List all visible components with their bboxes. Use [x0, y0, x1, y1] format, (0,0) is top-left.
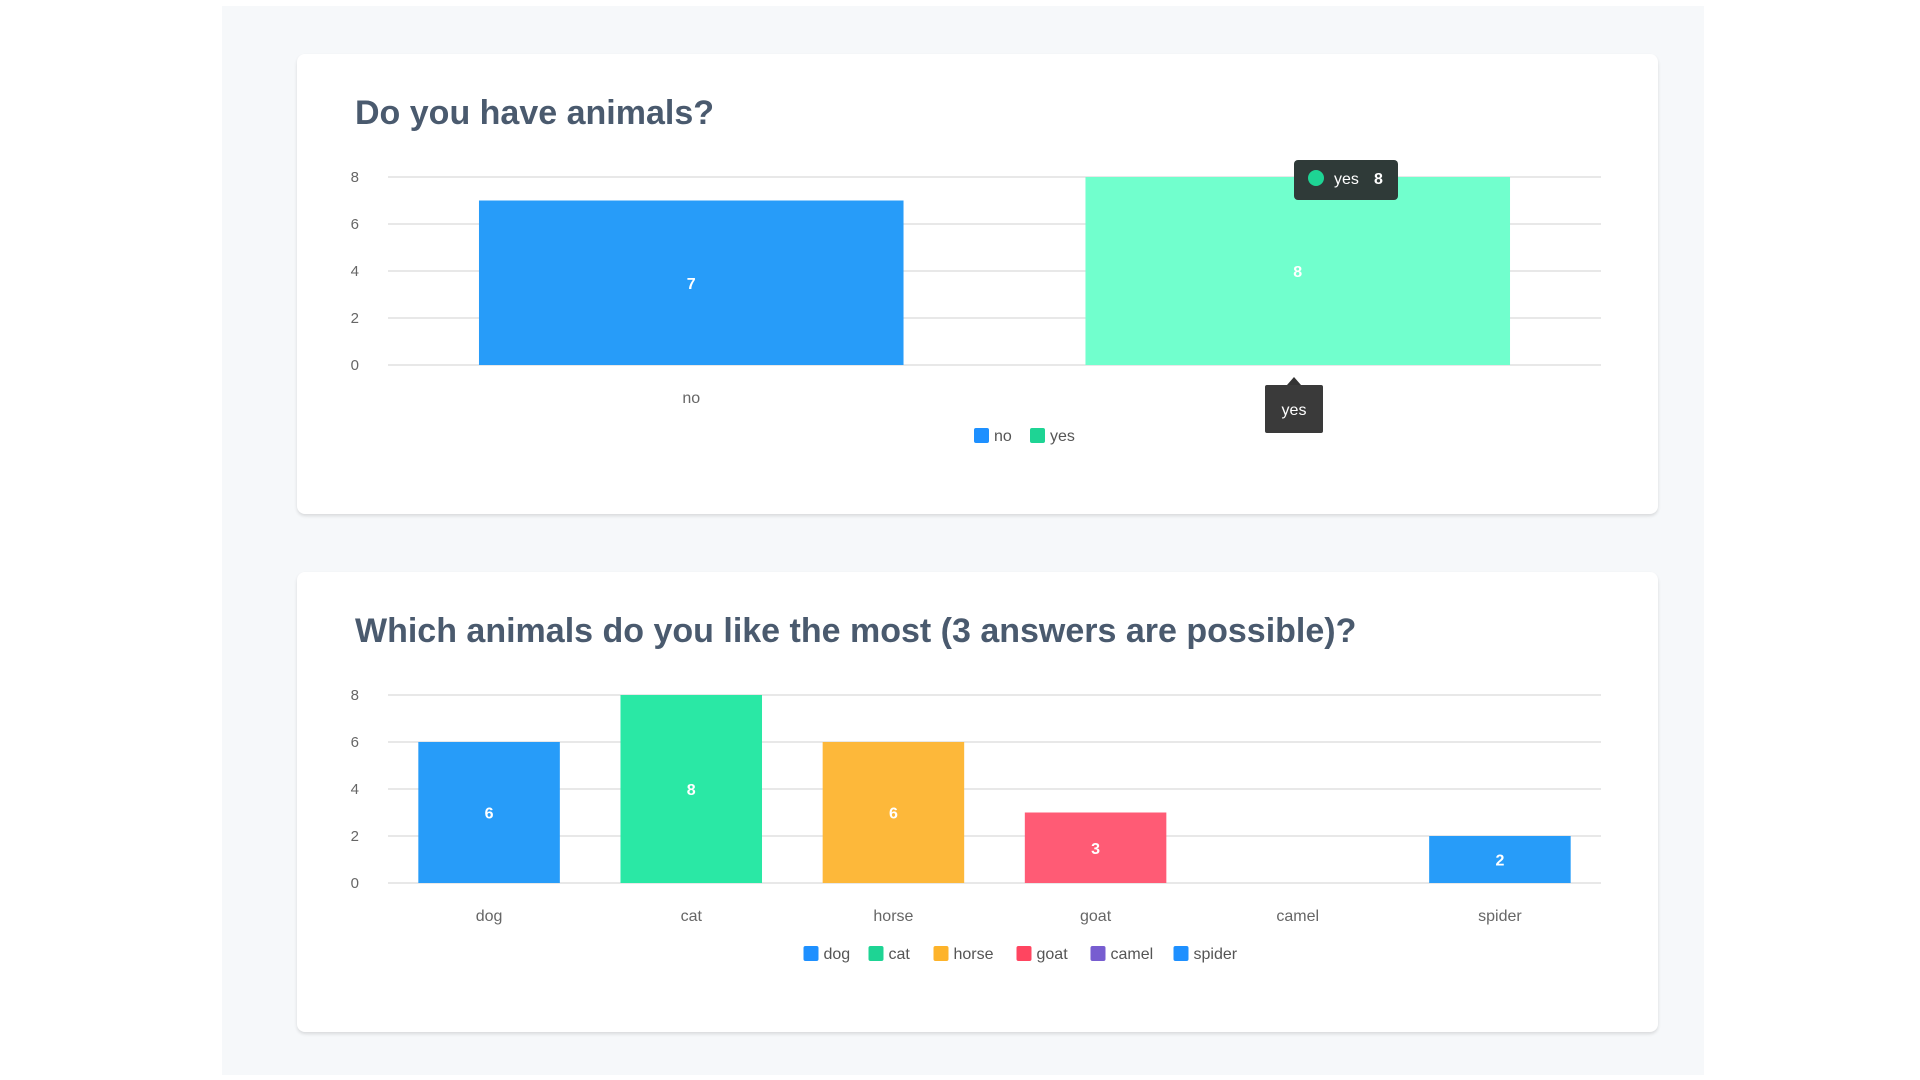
y-tick-label: 2 — [351, 828, 359, 845]
legend-marker-cat — [868, 946, 884, 961]
legend-marker-dog — [803, 946, 819, 961]
bar-spider — [1429, 836, 1571, 883]
y-tick-label: 6 — [351, 734, 359, 751]
legend-label-yes: yes — [1050, 428, 1075, 445]
legend-marker-spider — [1173, 946, 1189, 961]
bar-no — [478, 200, 904, 365]
chart-title: Do you have animals? — [355, 94, 714, 132]
chart-card-have-animals: Do you have animals? 0 2 4 6 8 7 no 8 yes no yes ye… — [297, 54, 1658, 514]
tooltip-label: yes — [1334, 171, 1359, 188]
y-tick-label: 4 — [351, 781, 359, 798]
x-tick-label: cat — [681, 908, 703, 925]
bar-dog — [418, 742, 560, 883]
data-label-camel: 0 — [1293, 868, 1302, 885]
bar-goat — [1024, 812, 1167, 883]
data-label-no: 7 — [687, 276, 696, 293]
y-tick-label: 6 — [351, 216, 359, 233]
bar-chart-favorite-animals: 0 2 4 6 8 6 dog 8 cat 6 horse 3 goat 0 camel 2 spider dog… — [351, 687, 1601, 963]
axis-tooltip-label: yes — [1282, 402, 1307, 419]
legend-marker-no — [974, 428, 989, 443]
legend-label-horse: horse — [954, 946, 994, 963]
x-tick-label: horse — [873, 908, 913, 925]
tooltip — [1294, 160, 1398, 200]
legend-label-dog: dog — [824, 946, 851, 963]
x-tick-label: goat — [1080, 908, 1112, 925]
legend-marker-camel — [1090, 946, 1106, 961]
x-tick-label: camel — [1276, 908, 1319, 925]
x-tick-label: no — [682, 390, 700, 407]
chart-title: Which animals do you like the most (3 an… — [355, 612, 1357, 650]
legend-marker-goat — [1016, 946, 1032, 961]
bar-chart-have-animals: 024687no8yesnoyesyes8yes — [351, 160, 1601, 445]
data-label-goat: 3 — [1091, 841, 1100, 858]
data-label-cat: 8 — [687, 782, 696, 799]
y-tick-label: 8 — [351, 169, 359, 186]
legend-label-spider: spider — [1194, 946, 1238, 963]
y-tick-label: 2 — [351, 310, 359, 327]
bar-horse — [822, 742, 965, 883]
tooltip-value: 8 — [1374, 171, 1383, 188]
y-tick-label: 0 — [351, 357, 359, 374]
legend-label-camel: camel — [1111, 946, 1154, 963]
x-tick-label: dog — [476, 908, 503, 925]
bar-yes — [1085, 177, 1511, 365]
legend-marker-yes — [1030, 428, 1045, 443]
axis-tooltip — [1265, 385, 1323, 433]
data-label-yes: 8 — [1293, 264, 1302, 281]
bar-cat — [620, 695, 763, 883]
axis-tooltip-arrow — [1287, 377, 1301, 385]
data-label-spider: 2 — [1495, 853, 1504, 870]
data-label-horse: 6 — [889, 806, 898, 823]
legend-label-cat: cat — [889, 946, 911, 963]
legend-label-no: no — [994, 428, 1012, 445]
data-label-dog: 6 — [485, 806, 494, 823]
legend-label-goat: goat — [1037, 946, 1069, 963]
x-tick-label: spider — [1478, 908, 1522, 925]
y-tick-label: 8 — [351, 687, 359, 704]
tooltip-series-dot — [1308, 170, 1324, 186]
chart-card-favorite-animals: Which animals do you like the most (3 an… — [297, 572, 1658, 1032]
y-tick-label: 4 — [351, 263, 359, 280]
y-tick-label: 0 — [351, 875, 359, 892]
legend-marker-horse — [933, 946, 949, 961]
